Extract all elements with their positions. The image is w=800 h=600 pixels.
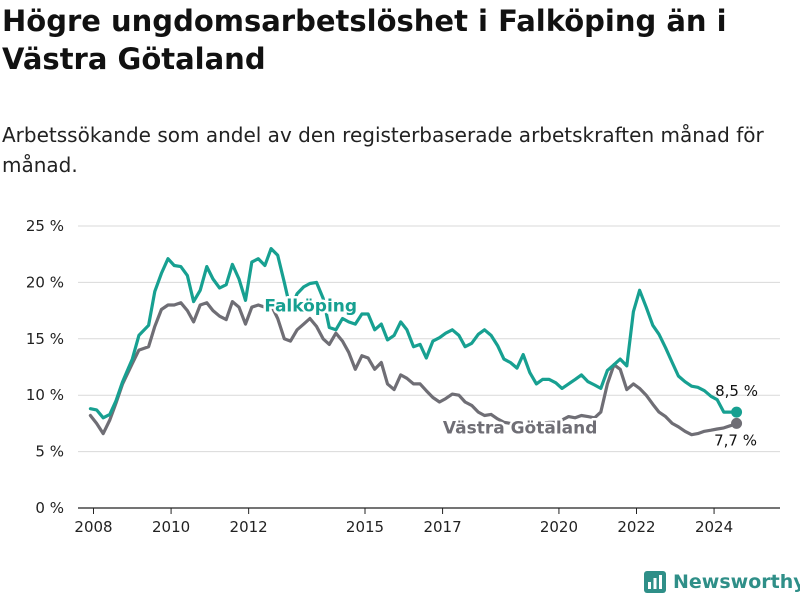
newsworthy-brand[interactable]: Newsworthy xyxy=(643,566,800,598)
x-tick-label: 2020 xyxy=(540,518,578,536)
x-axis-ticks: 2008 2010 2012 2015 2017 2020 2022 2024 xyxy=(74,508,733,536)
x-tick-label: 2010 xyxy=(152,518,190,536)
series-line-vastra-gotaland xyxy=(88,300,739,437)
x-tick-label: 2022 xyxy=(617,518,655,536)
x-tick-label: 2012 xyxy=(230,518,268,536)
newsworthy-logo-icon xyxy=(644,571,666,593)
brand-name: Newsworthy xyxy=(673,571,800,593)
chart-title: Högre ungdomsarbetslöshet i Falköping än… xyxy=(2,4,727,76)
x-tick-label: 2017 xyxy=(423,518,461,536)
y-tick-label: 20 % xyxy=(26,273,64,291)
y-tick-label: 5 % xyxy=(35,443,64,461)
end-value-label: 8,5 % xyxy=(715,382,758,400)
y-axis-ticks: 0 % 5 % 10 % 15 % 20 % 25 % xyxy=(26,217,64,517)
end-value-label: 7,7 % xyxy=(714,431,757,449)
series-labels: Falköping Västra Götaland 8,5 % 7,7 % xyxy=(262,294,758,449)
series-label: Västra Götaland xyxy=(443,419,598,439)
series-label: Falköping xyxy=(264,297,357,317)
x-tick-label: 2024 xyxy=(695,518,733,536)
x-tick-label: 2008 xyxy=(74,518,112,536)
series-lines xyxy=(88,247,743,437)
y-tick-label: 15 % xyxy=(26,330,64,348)
y-tick-label: 25 % xyxy=(26,217,64,235)
y-tick-label: 0 % xyxy=(35,499,64,517)
series-end-point xyxy=(731,406,743,418)
line-chart: 0 %5 %10 %15 %20 %25 % 2008 2010 2012 2015 2… xyxy=(26,217,780,536)
chart-subtitle: Arbetssökande som andel av den registerb… xyxy=(2,123,764,177)
x-tick-label: 2015 xyxy=(346,518,384,536)
series-line-falkoping xyxy=(88,247,739,420)
y-tick-label: 10 % xyxy=(26,386,64,404)
series-end-point xyxy=(731,417,743,429)
